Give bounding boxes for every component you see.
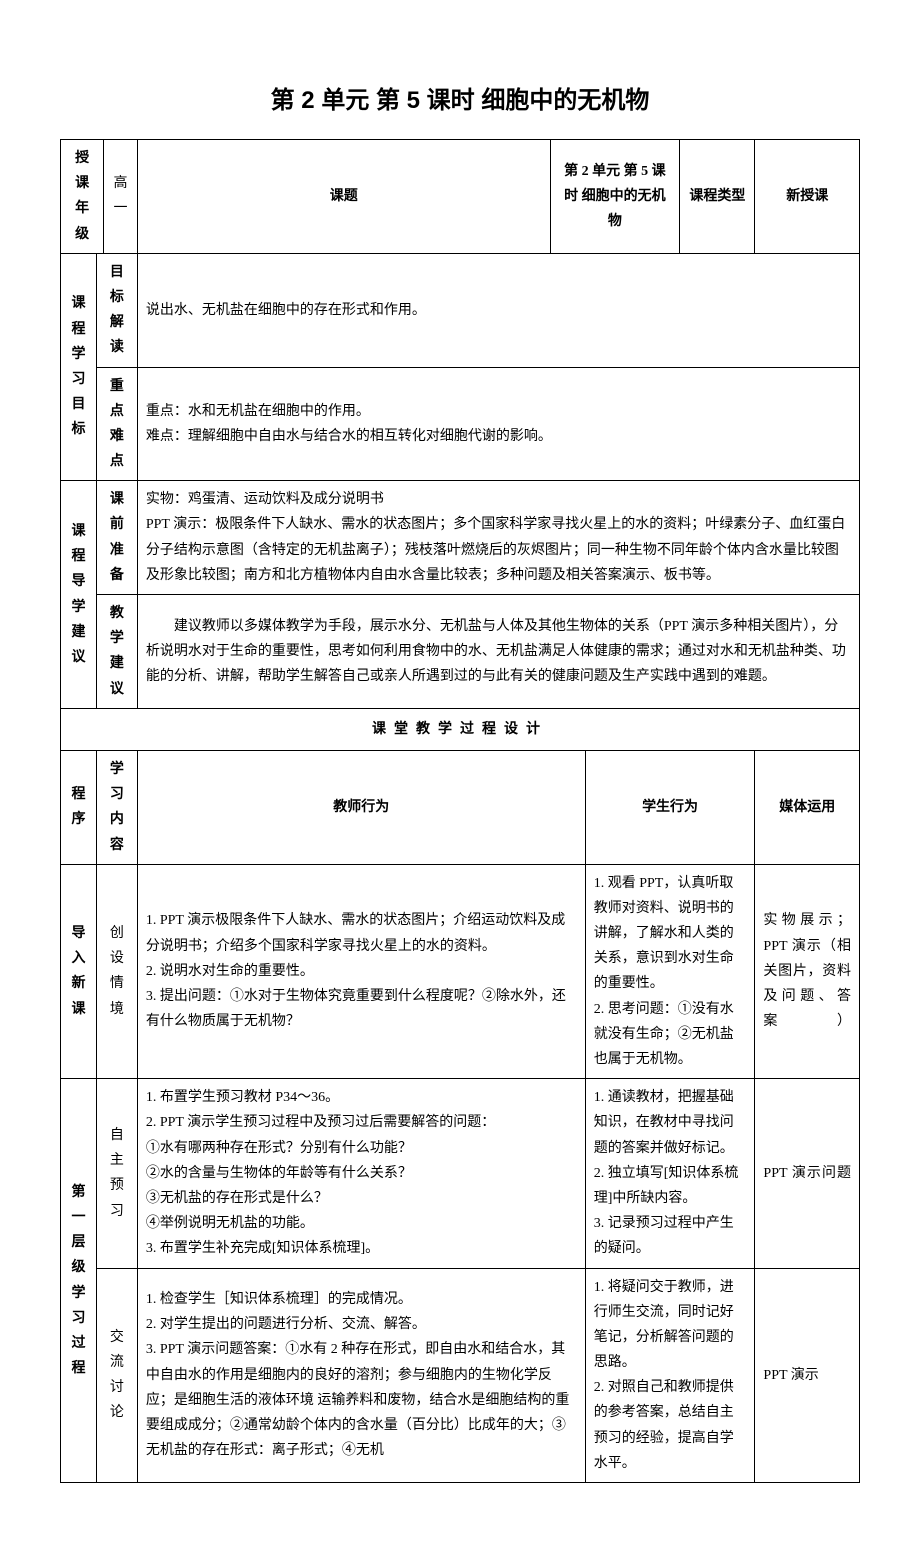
goal-text: 说出水、无机盐在细胞中的存在形式和作用。 xyxy=(137,253,859,367)
discuss-row: 交流讨论 1. 检查学生［知识体系梳理］的完成情况。 2. 对学生提出的问题进行… xyxy=(61,1268,860,1483)
guidance-section: 课程导学建议 xyxy=(61,481,97,709)
goal-label: 目标解读 xyxy=(97,253,138,367)
objectives-section: 课程学习目标 xyxy=(61,253,97,481)
preview-media: PPT 演示问题 xyxy=(755,1079,860,1268)
topic-value: 第 2 单元 第 5 课时 细胞中的无机物 xyxy=(550,140,680,254)
header-row: 授课年级 高一 课题 第 2 单元 第 5 课时 细胞中的无机物 课程类型 新授… xyxy=(61,140,860,254)
preview-student: 1. 通读教材，把握基础知识，在教材中寻找问题的答案并做好标记。 2. 独立填写… xyxy=(585,1079,755,1268)
discuss-teacher: 1. 检查学生［知识体系梳理］的完成情况。 2. 对学生提出的问题进行分析、交流… xyxy=(137,1268,585,1483)
discuss-student: 1. 将疑问交于教师，进行师生交流，同时记好笔记，分析解答问题的思路。 2. 对… xyxy=(585,1268,755,1483)
focus-row: 重点难点 重点：水和无机盐在细胞中的作用。 难点：理解细胞中自由水与结合水的相互… xyxy=(61,367,860,481)
advice-row: 教学建议 建议教师以多媒体教学为手段，展示水分、无机盐与人体及其他生物体的关系（… xyxy=(61,595,860,709)
focus-line1: 重点：水和无机盐在细胞中的作用。 xyxy=(146,399,851,424)
advice-text: 建议教师以多媒体教学为手段，展示水分、无机盐与人体及其他生物体的关系（PPT 演… xyxy=(137,595,859,709)
advice-label: 教学建议 xyxy=(97,595,138,709)
preview-teacher: 1. 布置学生预习教材 P34～36。 2. PPT 演示学生预习过程中及预习过… xyxy=(137,1079,585,1268)
process-header: 课堂教学过程设计 xyxy=(61,708,860,750)
prep-row: 课程导学建议 课前准备 实物：鸡蛋清、运动饮料及成分说明书 PPT 演示：极限条… xyxy=(61,481,860,595)
intro-procedure: 导入新课 xyxy=(61,864,97,1079)
preview-row: 第一层级学习过程 自主预习 1. 布置学生预习教材 P34～36。 2. PPT… xyxy=(61,1079,860,1268)
col-procedure: 程序 xyxy=(61,750,97,864)
discuss-media: PPT 演示 xyxy=(755,1268,860,1483)
grade-value: 高一 xyxy=(104,140,138,254)
intro-content: 创设情境 xyxy=(97,864,138,1079)
level1-procedure: 第一层级学习过程 xyxy=(61,1079,97,1483)
col-student: 学生行为 xyxy=(585,750,755,864)
page-title: 第 2 单元 第 5 课时 细胞中的无机物 xyxy=(60,80,860,115)
focus-label: 重点难点 xyxy=(97,367,138,481)
goal-row: 课程学习目标 目标解读 说出水、无机盐在细胞中的存在形式和作用。 xyxy=(61,253,860,367)
process-header-row: 课堂教学过程设计 xyxy=(61,708,860,750)
prep-label: 课前准备 xyxy=(97,481,138,595)
type-label: 课程类型 xyxy=(680,140,755,254)
focus-text: 重点：水和无机盐在细胞中的作用。 难点：理解细胞中自由水与结合水的相互转化对细胞… xyxy=(137,367,859,481)
focus-line2: 难点：理解细胞中自由水与结合水的相互转化对细胞代谢的影响。 xyxy=(146,424,851,449)
discuss-content: 交流讨论 xyxy=(97,1268,138,1483)
intro-media: 实物展示；PPT 演示（相关图片，资料及问题、答案） xyxy=(755,864,860,1079)
lesson-plan-table: 授课年级 高一 课题 第 2 单元 第 5 课时 细胞中的无机物 课程类型 新授… xyxy=(60,139,860,1483)
col-media: 媒体运用 xyxy=(755,750,860,864)
type-value: 新授课 xyxy=(755,140,860,254)
intro-teacher: 1. PPT 演示极限条件下人缺水、需水的状态图片；介绍运动饮料及成分说明书；介… xyxy=(137,864,585,1079)
intro-student: 1. 观看 PPT，认真听取教师对资料、说明书的讲解，了解水和人类的关系，意识到… xyxy=(585,864,755,1079)
intro-row: 导入新课 创设情境 1. PPT 演示极限条件下人缺水、需水的状态图片；介绍运动… xyxy=(61,864,860,1079)
grade-label: 授课年级 xyxy=(61,140,104,254)
prep-text: 实物：鸡蛋清、运动饮料及成分说明书 PPT 演示：极限条件下人缺水、需水的状态图… xyxy=(137,481,859,595)
column-headers: 程序 学习内容 教师行为 学生行为 媒体运用 xyxy=(61,750,860,864)
preview-content: 自主预习 xyxy=(97,1079,138,1268)
topic-label: 课题 xyxy=(137,140,550,254)
col-teacher: 教师行为 xyxy=(137,750,585,864)
col-content: 学习内容 xyxy=(97,750,138,864)
